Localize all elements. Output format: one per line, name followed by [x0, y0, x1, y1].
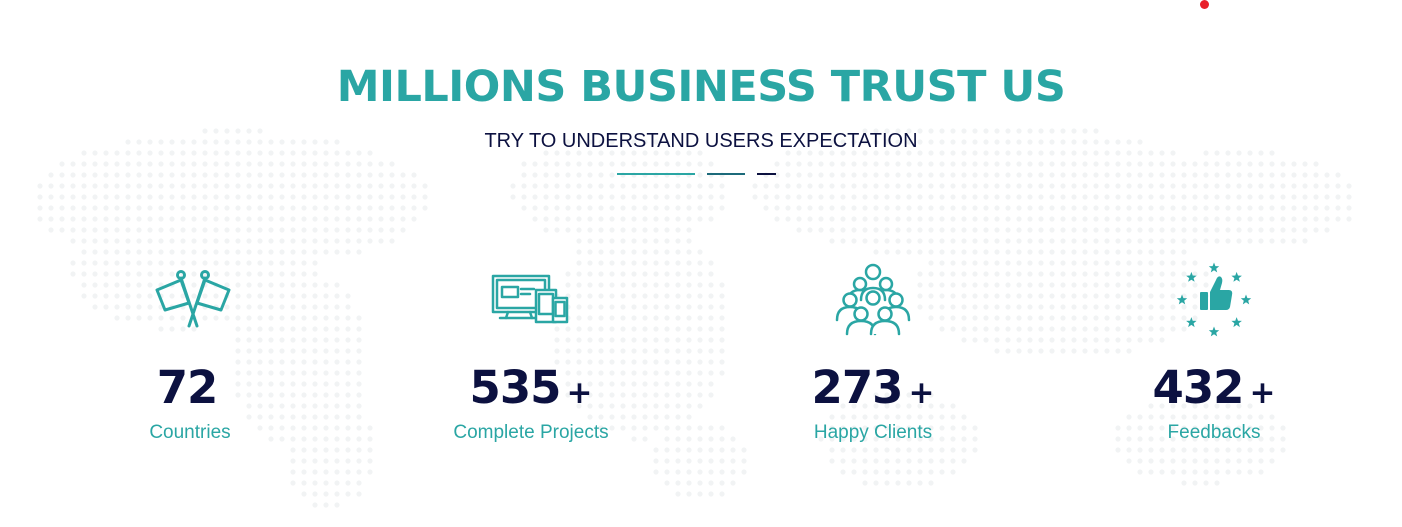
stat-number-row: 273 +: [743, 360, 1003, 426]
thumbs-up-stars-icon: [1176, 262, 1252, 337]
red-dot-indicator: [1200, 0, 1209, 9]
stat-number: 273: [811, 361, 904, 414]
star-icon: [1176, 294, 1188, 305]
stat-suffix: +: [566, 375, 593, 411]
stat-label: Happy Clients: [813, 422, 933, 443]
star-icon: [1208, 262, 1220, 273]
section-title: MILLIONS BUSINESS TRUST US: [336, 62, 1066, 112]
section-subtitle: TRY TO UNDERSTAND USERS EXPECTATION: [484, 130, 918, 152]
stat-happy-clients: 273 + Happy Clients: [743, 258, 1003, 443]
stat-number-row: 432 +: [1084, 360, 1344, 426]
star-icon: [1186, 271, 1197, 282]
stat-number-row: 535 +: [401, 360, 661, 426]
star-icon: [1231, 317, 1242, 328]
star-icon: [1208, 326, 1220, 337]
crossed-flags-icon: [155, 270, 231, 328]
stat-countries: 72 Countries: [60, 258, 320, 443]
group-people-icon: [835, 263, 911, 336]
stat-label: Feedbacks: [1167, 422, 1261, 443]
star-icon: [1240, 294, 1252, 305]
stat-number: 72: [156, 361, 219, 414]
stat-label: Countries: [149, 422, 231, 443]
stat-suffix: +: [1249, 375, 1276, 411]
divider-bar-medium: [707, 173, 745, 175]
stat-suffix: +: [908, 375, 935, 411]
stat-number: 535: [469, 361, 562, 414]
stat-number-row: 72: [60, 360, 320, 426]
stat-label: Complete Projects: [453, 422, 609, 443]
stat-number: 432: [1152, 361, 1245, 414]
star-icon: [1231, 271, 1242, 282]
divider-bar-long: [617, 173, 695, 175]
stat-complete-projects: 535 + Complete Projects: [401, 258, 661, 443]
divider-bar-short: [757, 173, 776, 175]
star-icon: [1186, 317, 1197, 328]
stat-feedbacks: 432 + Feedbacks: [1084, 258, 1344, 443]
devices-icon: [491, 274, 569, 324]
